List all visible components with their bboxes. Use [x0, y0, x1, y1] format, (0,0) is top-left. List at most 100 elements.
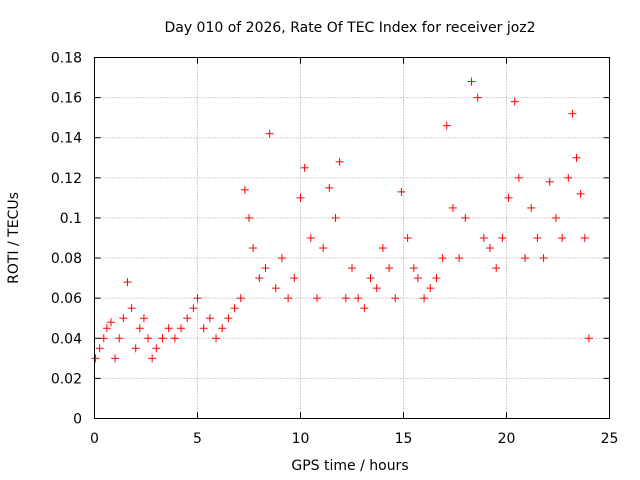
data-point	[255, 274, 264, 283]
data-point	[467, 77, 476, 86]
data-point	[164, 324, 173, 333]
data-point	[420, 294, 429, 303]
data-point	[249, 244, 258, 253]
data-point	[545, 177, 554, 186]
data-point	[576, 189, 585, 198]
data-point	[271, 284, 280, 293]
data-point	[551, 213, 560, 222]
data-points	[91, 77, 593, 363]
data-point	[205, 314, 214, 323]
data-point	[319, 244, 328, 253]
data-point	[106, 318, 115, 327]
data-point	[119, 314, 128, 323]
data-point	[170, 334, 179, 343]
data-point	[230, 304, 239, 313]
x-tick-labels: 0 5 10 15 20 25	[90, 431, 618, 447]
data-point	[479, 234, 488, 242]
data-point	[102, 324, 111, 333]
data-point	[572, 153, 581, 162]
data-point	[199, 324, 208, 333]
data-point	[568, 109, 577, 118]
data-point	[284, 294, 293, 303]
data-point	[115, 334, 124, 343]
data-point	[306, 234, 315, 242]
chart-title: Day 010 of 2026, Rate Of TEC Index for r…	[164, 20, 535, 36]
x-axis-title: GPS time / hours	[291, 458, 408, 474]
data-point	[432, 274, 441, 283]
data-point	[564, 173, 573, 182]
data-point	[312, 294, 321, 303]
data-point	[385, 264, 394, 273]
data-point	[391, 294, 400, 303]
data-point	[498, 234, 507, 242]
data-point	[461, 213, 470, 222]
data-point	[473, 93, 482, 102]
data-point	[341, 294, 350, 303]
data-point	[131, 344, 140, 353]
data-point	[521, 254, 530, 263]
x-tick-label: 15	[395, 431, 413, 447]
data-point	[335, 157, 344, 166]
data-point	[438, 254, 447, 263]
data-point	[290, 274, 299, 283]
data-point	[492, 264, 501, 273]
data-point	[139, 314, 148, 323]
y-tick-label: 0	[73, 412, 82, 428]
y-axis-title: ROTI / TECUs	[6, 192, 22, 284]
data-point	[366, 274, 375, 283]
data-point	[111, 354, 120, 363]
data-point	[135, 324, 144, 333]
data-point	[527, 203, 536, 212]
data-point	[189, 304, 198, 313]
data-point	[95, 344, 104, 353]
data-point	[510, 97, 519, 106]
data-point	[325, 183, 334, 192]
data-point	[212, 334, 221, 343]
data-point	[354, 294, 363, 303]
data-point	[99, 334, 108, 343]
grid-lines	[94, 57, 610, 419]
data-point	[360, 304, 369, 313]
data-point	[504, 193, 513, 202]
data-point	[123, 278, 132, 287]
data-point	[331, 213, 340, 222]
data-point	[236, 294, 245, 303]
axis-ticks	[94, 57, 610, 419]
data-point	[240, 185, 249, 194]
data-point	[378, 244, 387, 253]
data-point	[486, 244, 495, 253]
y-tick-label: 0.04	[51, 331, 82, 347]
data-point	[403, 234, 412, 242]
y-tick-labels: 0 0.02 0.04 0.06 0.08 0.1 0.12 0.14 0.16 0.18	[51, 51, 82, 428]
data-point	[177, 324, 186, 333]
x-tick-label: 0	[90, 431, 99, 447]
data-point	[158, 334, 167, 343]
y-tick-label: 0.12	[51, 171, 82, 187]
data-point	[296, 193, 305, 202]
y-tick-label: 0.1	[60, 211, 82, 227]
data-point	[426, 284, 435, 293]
data-point	[348, 264, 356, 273]
data-point	[533, 234, 542, 242]
data-point	[455, 254, 464, 263]
data-point	[91, 354, 100, 363]
data-point	[442, 121, 451, 130]
data-point	[300, 163, 309, 172]
y-tick-label: 0.16	[51, 91, 82, 107]
data-point	[152, 344, 161, 353]
data-point	[372, 284, 381, 293]
data-point	[580, 234, 589, 242]
data-point	[409, 264, 418, 273]
y-tick-label: 0.08	[51, 251, 82, 267]
data-point	[514, 173, 523, 182]
data-point	[144, 334, 153, 343]
plot-frame	[94, 57, 610, 419]
data-point	[245, 213, 253, 222]
data-point	[539, 254, 548, 263]
data-point	[413, 274, 422, 283]
y-tick-label: 0.02	[51, 371, 82, 387]
y-tick-label: 0.14	[51, 131, 82, 147]
data-point	[584, 334, 593, 343]
data-point	[261, 264, 270, 273]
